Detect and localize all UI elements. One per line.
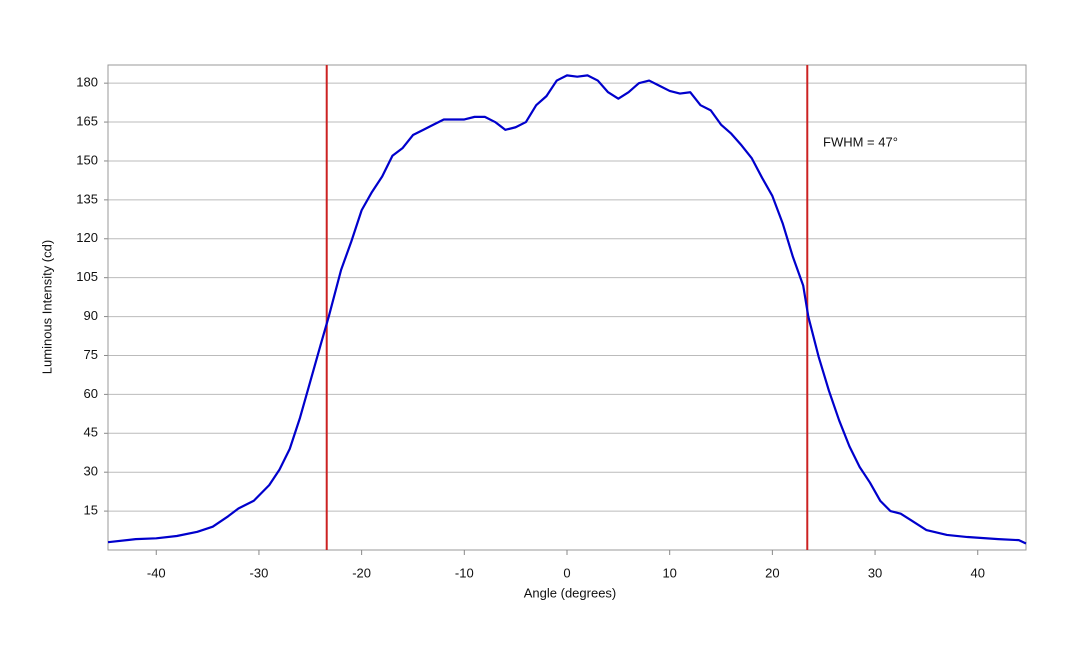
y-tick-label: 105 [76,269,98,284]
y-tick-label: 135 [76,191,98,206]
y-tick-label: 15 [84,503,98,518]
x-tick-label: -10 [455,565,474,580]
annotation: FWHM = 47° [823,134,898,149]
y-tick-label: 60 [84,386,98,401]
x-tick-label: -40 [147,565,166,580]
y-tick-label: 150 [76,152,98,167]
y-axis-label: Luminous Intensity (cd) [39,240,54,374]
y-tick-label: 120 [76,230,98,245]
y-tick-label: 90 [84,308,98,323]
x-axis-label: Angle (degrees) [524,585,617,600]
x-tick-label: 40 [971,565,985,580]
y-tick-label: 75 [84,347,98,362]
x-tick-label: 0 [563,565,570,580]
data-line [107,74,1027,545]
x-tick-label: -20 [352,565,371,580]
y-tick-label: 165 [76,113,98,128]
y-tick-label: 30 [84,464,98,479]
x-tick-label: 20 [765,565,779,580]
y-tick-label: 180 [76,75,98,90]
x-tick-label: 10 [662,565,676,580]
x-tick-label: 30 [868,565,882,580]
y-tick-label: 45 [84,425,98,440]
x-tick-label: -30 [250,565,269,580]
